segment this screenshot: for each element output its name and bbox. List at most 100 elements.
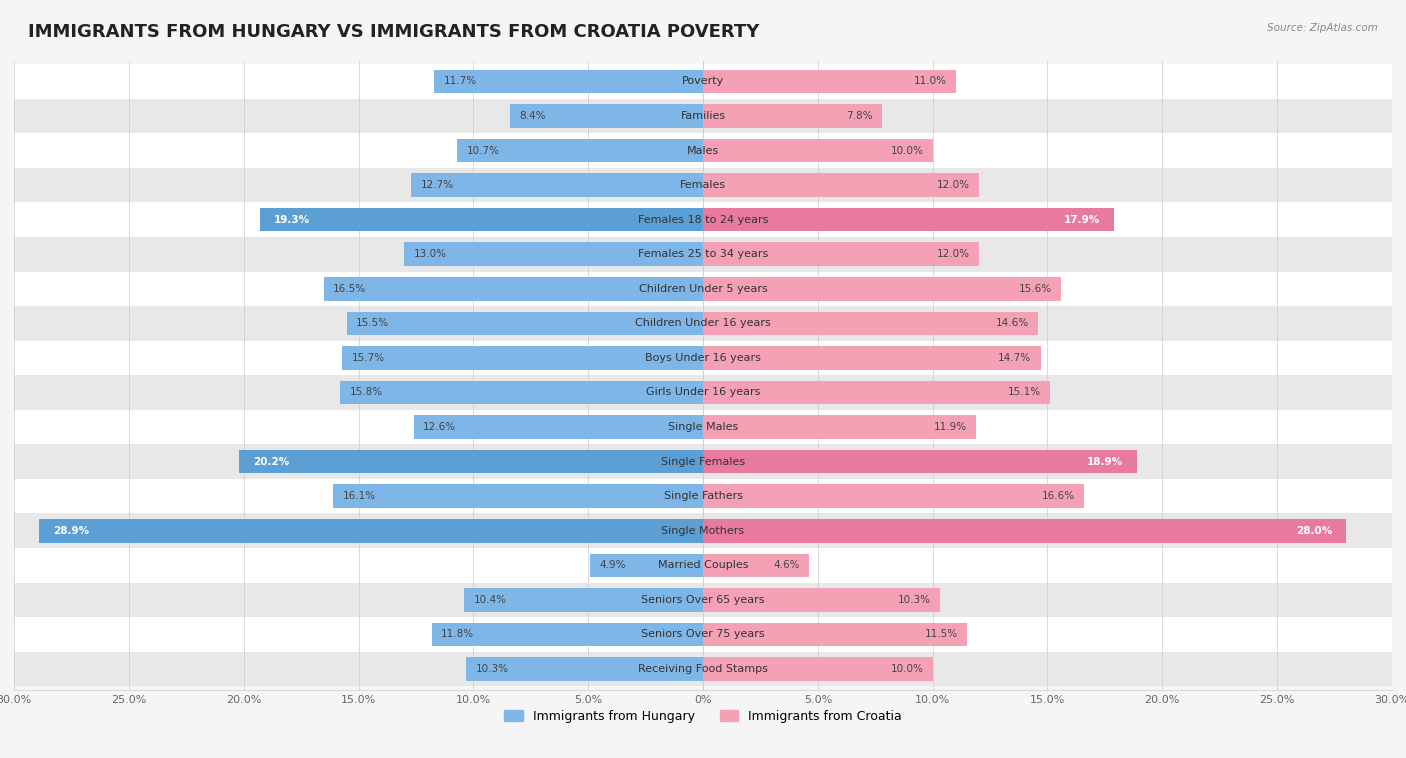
Bar bbox=[457, 139, 703, 162]
Bar bbox=[703, 104, 882, 127]
Text: Single Females: Single Females bbox=[661, 456, 745, 467]
Text: Source: ZipAtlas.com: Source: ZipAtlas.com bbox=[1267, 23, 1378, 33]
Bar bbox=[14, 652, 1392, 686]
Text: 15.5%: 15.5% bbox=[356, 318, 389, 328]
Bar bbox=[39, 519, 703, 543]
Text: Children Under 5 years: Children Under 5 years bbox=[638, 283, 768, 294]
Text: 7.8%: 7.8% bbox=[846, 111, 873, 121]
Text: Married Couples: Married Couples bbox=[658, 560, 748, 570]
Bar bbox=[14, 617, 1392, 652]
Text: 15.1%: 15.1% bbox=[1008, 387, 1040, 397]
Bar bbox=[14, 64, 1392, 99]
Text: Families: Families bbox=[681, 111, 725, 121]
Text: 10.4%: 10.4% bbox=[474, 595, 506, 605]
Text: 14.6%: 14.6% bbox=[995, 318, 1029, 328]
Bar bbox=[14, 202, 1392, 237]
Text: 10.3%: 10.3% bbox=[897, 595, 931, 605]
Text: 10.3%: 10.3% bbox=[475, 664, 509, 674]
Bar bbox=[14, 168, 1392, 202]
Bar bbox=[703, 312, 1038, 335]
Text: 10.7%: 10.7% bbox=[467, 146, 499, 155]
Text: Boys Under 16 years: Boys Under 16 years bbox=[645, 353, 761, 363]
Text: 20.2%: 20.2% bbox=[253, 456, 290, 467]
Text: 16.6%: 16.6% bbox=[1042, 491, 1076, 501]
Bar bbox=[14, 99, 1392, 133]
Bar bbox=[703, 139, 932, 162]
Text: Poverty: Poverty bbox=[682, 77, 724, 86]
Bar bbox=[703, 174, 979, 197]
Bar bbox=[703, 208, 1114, 231]
Text: 17.9%: 17.9% bbox=[1064, 215, 1101, 224]
Bar bbox=[14, 237, 1392, 271]
Text: 16.1%: 16.1% bbox=[343, 491, 375, 501]
Bar bbox=[703, 70, 956, 93]
Text: 4.6%: 4.6% bbox=[773, 560, 800, 570]
Text: 12.7%: 12.7% bbox=[420, 180, 454, 190]
Text: 11.9%: 11.9% bbox=[934, 422, 967, 432]
Bar bbox=[343, 346, 703, 370]
Bar bbox=[14, 479, 1392, 513]
Bar bbox=[14, 583, 1392, 617]
Text: 11.0%: 11.0% bbox=[914, 77, 946, 86]
Bar bbox=[510, 104, 703, 127]
Text: Children Under 16 years: Children Under 16 years bbox=[636, 318, 770, 328]
Bar bbox=[405, 243, 703, 266]
Bar bbox=[703, 450, 1137, 474]
Text: 28.0%: 28.0% bbox=[1296, 526, 1333, 536]
Bar bbox=[703, 277, 1062, 300]
Bar bbox=[703, 415, 976, 439]
Bar bbox=[14, 133, 1392, 168]
Text: Seniors Over 65 years: Seniors Over 65 years bbox=[641, 595, 765, 605]
Bar bbox=[703, 243, 979, 266]
Text: 19.3%: 19.3% bbox=[274, 215, 309, 224]
Text: 14.7%: 14.7% bbox=[998, 353, 1032, 363]
Text: 15.7%: 15.7% bbox=[352, 353, 385, 363]
Text: Single Males: Single Males bbox=[668, 422, 738, 432]
Bar bbox=[239, 450, 703, 474]
Text: Males: Males bbox=[688, 146, 718, 155]
Bar bbox=[703, 381, 1050, 404]
Text: Seniors Over 75 years: Seniors Over 75 years bbox=[641, 629, 765, 640]
Text: 16.5%: 16.5% bbox=[333, 283, 367, 294]
Bar bbox=[14, 410, 1392, 444]
Text: 15.6%: 15.6% bbox=[1019, 283, 1052, 294]
Bar bbox=[464, 588, 703, 612]
Bar bbox=[703, 657, 932, 681]
Bar bbox=[434, 70, 703, 93]
Text: 13.0%: 13.0% bbox=[413, 249, 447, 259]
Text: 15.8%: 15.8% bbox=[349, 387, 382, 397]
Text: 12.0%: 12.0% bbox=[936, 180, 969, 190]
Text: 10.0%: 10.0% bbox=[890, 146, 924, 155]
Text: 12.0%: 12.0% bbox=[936, 249, 969, 259]
Text: Females 25 to 34 years: Females 25 to 34 years bbox=[638, 249, 768, 259]
Text: 10.0%: 10.0% bbox=[890, 664, 924, 674]
Bar bbox=[14, 513, 1392, 548]
Text: Females: Females bbox=[681, 180, 725, 190]
Text: Females 18 to 24 years: Females 18 to 24 years bbox=[638, 215, 768, 224]
Bar bbox=[703, 553, 808, 577]
Text: Receiving Food Stamps: Receiving Food Stamps bbox=[638, 664, 768, 674]
Bar bbox=[467, 657, 703, 681]
Text: Girls Under 16 years: Girls Under 16 years bbox=[645, 387, 761, 397]
Text: 11.5%: 11.5% bbox=[925, 629, 957, 640]
Bar bbox=[333, 484, 703, 508]
Bar bbox=[14, 444, 1392, 479]
Text: 4.9%: 4.9% bbox=[599, 560, 626, 570]
Bar bbox=[14, 306, 1392, 340]
Bar bbox=[703, 623, 967, 647]
Text: IMMIGRANTS FROM HUNGARY VS IMMIGRANTS FROM CROATIA POVERTY: IMMIGRANTS FROM HUNGARY VS IMMIGRANTS FR… bbox=[28, 23, 759, 41]
Bar bbox=[347, 312, 703, 335]
Bar bbox=[14, 271, 1392, 306]
Bar bbox=[703, 484, 1084, 508]
Bar bbox=[591, 553, 703, 577]
Text: 11.8%: 11.8% bbox=[441, 629, 474, 640]
Text: 18.9%: 18.9% bbox=[1087, 456, 1123, 467]
Bar bbox=[703, 519, 1346, 543]
Bar bbox=[340, 381, 703, 404]
Bar bbox=[14, 548, 1392, 583]
Legend: Immigrants from Hungary, Immigrants from Croatia: Immigrants from Hungary, Immigrants from… bbox=[499, 705, 907, 728]
Bar bbox=[260, 208, 703, 231]
Text: 12.6%: 12.6% bbox=[423, 422, 456, 432]
Bar bbox=[323, 277, 703, 300]
Bar bbox=[703, 588, 939, 612]
